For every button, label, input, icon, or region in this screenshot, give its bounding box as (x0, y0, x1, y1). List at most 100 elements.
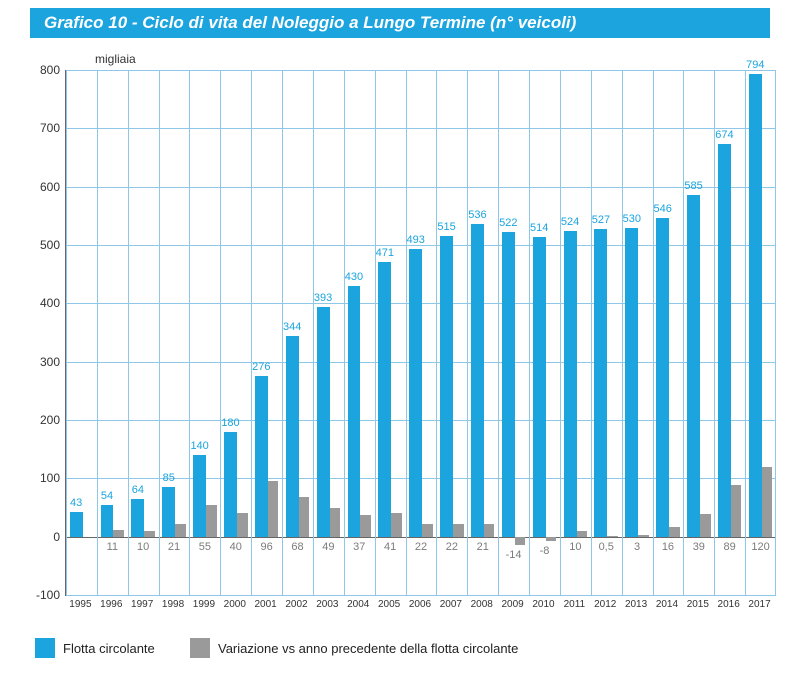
bar-primary-label: 140 (189, 440, 210, 452)
bar-primary (348, 286, 361, 537)
x-tick-label: 2008 (466, 599, 497, 610)
gridline-vertical (591, 70, 592, 595)
y-tick-label: 0 (20, 530, 60, 544)
bar-secondary (700, 514, 711, 537)
bar-secondary-label: 41 (375, 541, 406, 553)
x-tick-label: 2016 (713, 599, 744, 610)
x-tick-label: 2005 (374, 599, 405, 610)
bar-secondary (731, 485, 742, 537)
x-tick-label: 2017 (744, 599, 775, 610)
bar-primary (564, 231, 577, 537)
bar-secondary-label: -14 (498, 549, 529, 561)
chart-container: Grafico 10 - Ciclo di vita del Noleggio … (0, 0, 800, 675)
bar-primary-label: 530 (621, 213, 642, 225)
gridline-vertical (683, 70, 684, 595)
bar-primary (378, 262, 391, 537)
bar-primary-label: 64 (127, 484, 148, 496)
y-tick-label: -100 (20, 588, 60, 602)
bar-primary (687, 195, 700, 536)
y-tick-label: 100 (20, 471, 60, 485)
x-tick-label: 2013 (621, 599, 652, 610)
bar-primary-label: 536 (467, 209, 488, 221)
gridline-vertical (375, 70, 376, 595)
bar-secondary (113, 530, 124, 536)
x-tick-label: 2006 (405, 599, 436, 610)
y-tick-label: 600 (20, 180, 60, 194)
bar-secondary (515, 537, 526, 545)
x-tick-label: 2012 (590, 599, 621, 610)
zero-line (66, 537, 776, 538)
legend-swatch (190, 638, 210, 658)
gridline-vertical (467, 70, 468, 595)
bar-primary (193, 455, 206, 537)
gridline-vertical (775, 70, 776, 595)
bar-secondary-label: -8 (529, 545, 560, 557)
legend-item: Variazione vs anno precedente della flot… (190, 638, 518, 658)
bar-primary (101, 505, 114, 537)
bar-primary (286, 336, 299, 537)
gridline-vertical (622, 70, 623, 595)
bar-secondary (669, 527, 680, 536)
bar-primary (131, 499, 144, 536)
x-tick-label: 2014 (652, 599, 683, 610)
gridline-vertical (344, 70, 345, 595)
bar-primary-label: 85 (158, 472, 179, 484)
bar-primary-label: 527 (590, 214, 611, 226)
x-tick-label: 2001 (250, 599, 281, 610)
bar-primary (718, 144, 731, 537)
bar-primary (317, 307, 330, 536)
x-tick-label: 1997 (127, 599, 158, 610)
y-tick-label: 700 (20, 121, 60, 135)
bar-secondary (607, 536, 618, 537)
gridline-vertical (560, 70, 561, 595)
bar-secondary-label: 68 (282, 541, 313, 553)
x-tick-label: 2015 (682, 599, 713, 610)
bar-primary (409, 249, 422, 537)
bar-secondary (453, 524, 464, 537)
bar-secondary-label: 49 (313, 541, 344, 553)
bar-primary-label: 276 (251, 361, 272, 373)
bar-secondary-label: 39 (683, 541, 714, 553)
bar-primary (224, 432, 237, 537)
gridline-vertical (436, 70, 437, 595)
bar-secondary (175, 524, 186, 536)
bar-primary (255, 376, 268, 537)
legend-item: Flotta circolante (35, 638, 155, 658)
gridline (66, 128, 776, 129)
bar-primary (749, 74, 762, 537)
bar-secondary (391, 513, 402, 537)
x-tick-label: 2000 (219, 599, 250, 610)
x-tick-label: 2009 (497, 599, 528, 610)
bar-secondary-label: 37 (344, 541, 375, 553)
x-tick-label: 2011 (559, 599, 590, 610)
gridline-vertical (128, 70, 129, 595)
x-tick-label: 2004 (343, 599, 374, 610)
gridline-vertical (66, 70, 67, 595)
gridline-vertical (745, 70, 746, 595)
plot-area: 4354116410852114055180402769634468393494… (65, 70, 776, 596)
bar-secondary (330, 508, 341, 537)
bar-secondary-label: 96 (251, 541, 282, 553)
bar-secondary-label: 16 (653, 541, 684, 553)
bar-primary-label: 524 (560, 216, 581, 228)
bar-primary-label: 43 (66, 497, 87, 509)
bar-secondary-label: 120 (745, 541, 776, 553)
bar-primary-label: 54 (97, 490, 118, 502)
bar-secondary (206, 505, 217, 537)
bar-secondary (577, 531, 588, 537)
bar-primary-label: 514 (529, 222, 550, 234)
gridline-vertical (159, 70, 160, 595)
gridline-vertical (406, 70, 407, 595)
bar-primary-label: 585 (683, 180, 704, 192)
legend-swatch (35, 638, 55, 658)
bar-secondary (299, 497, 310, 537)
bar-secondary-label: 0,5 (591, 541, 622, 553)
y-tick-label: 800 (20, 63, 60, 77)
legend-label: Variazione vs anno precedente della flot… (218, 641, 518, 656)
gridline-vertical (529, 70, 530, 595)
x-tick-label: 2010 (528, 599, 559, 610)
bar-primary (162, 487, 175, 537)
x-tick-label: 2003 (312, 599, 343, 610)
bar-secondary (360, 515, 371, 537)
bar-secondary-label: 3 (622, 541, 653, 553)
